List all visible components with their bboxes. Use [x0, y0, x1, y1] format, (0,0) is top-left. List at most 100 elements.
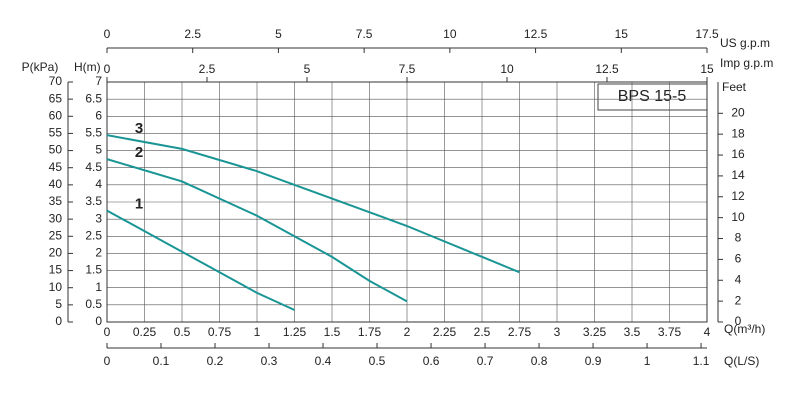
y-tick-label: 5: [95, 143, 102, 157]
tick-label: 25: [49, 228, 63, 242]
curve: [106, 134, 520, 274]
curve-label: 3: [135, 120, 143, 137]
y-tick-label: 5.5: [85, 126, 102, 140]
x-axis-label: Q(m³/h): [724, 322, 765, 336]
y-tick-label: 3.5: [85, 194, 102, 208]
tick-label: 12.5: [595, 62, 619, 76]
tick-label: 0.6: [423, 354, 440, 368]
axis-label: P(kPa): [22, 60, 59, 74]
x-tick-label: 3.25: [583, 325, 607, 339]
x-tick-label: 2.5: [474, 325, 491, 339]
x-tick-label: 3.75: [658, 325, 682, 339]
curve-label: 1: [135, 196, 143, 213]
tick-label: 40: [49, 177, 63, 191]
tick-label: 0.8: [531, 354, 548, 368]
chart-title: BPS 15-5: [618, 88, 687, 105]
tick-label: 10: [49, 280, 63, 294]
x-tick-label: 4: [704, 325, 711, 339]
y-axis-label: H(m): [74, 60, 101, 74]
x-tick-label: 0.25: [133, 325, 157, 339]
y-tick-label: 3: [95, 211, 102, 225]
x-tick-label: 2: [404, 325, 411, 339]
tick-label: 45: [49, 160, 63, 174]
x-tick-label: 2.75: [508, 325, 532, 339]
x-tick-label: 1: [254, 325, 261, 339]
tick-label: 1: [644, 354, 651, 368]
tick-label: 35: [49, 194, 63, 208]
tick-label: 7.5: [399, 62, 416, 76]
x-tick-label: 0.75: [208, 325, 232, 339]
tick-label: 70: [49, 74, 63, 88]
axis-label: US g.p.m: [720, 36, 770, 50]
tick-label: 55: [49, 126, 63, 140]
tick-label: 20: [49, 246, 63, 260]
tick-label: 10: [731, 210, 745, 224]
tick-label: 2: [735, 293, 742, 307]
tick-label: 30: [49, 211, 63, 225]
y-tick-label: 4: [95, 177, 102, 191]
y-tick-label: 2: [95, 246, 102, 260]
tick-label: 5: [55, 297, 62, 311]
tick-label: 0: [104, 62, 111, 76]
tick-label: 5: [275, 27, 282, 41]
tick-label: 12: [731, 189, 745, 203]
tick-label: 6: [735, 252, 742, 266]
axis-label: Imp g.p.m: [720, 56, 773, 70]
tick-label: 0: [104, 354, 111, 368]
tick-label: 17.5: [695, 27, 719, 41]
tick-label: 0.1: [153, 354, 170, 368]
tick-label: 0.9: [585, 354, 602, 368]
y-tick-label: 2.5: [85, 228, 102, 242]
tick-label: 20: [731, 105, 745, 119]
tick-label: 18: [731, 126, 745, 140]
y-tick-label: 6: [95, 108, 102, 122]
tick-label: 60: [49, 108, 63, 122]
tick-label: 2.5: [184, 27, 201, 41]
tick-label: 4: [735, 272, 742, 286]
title-box: [597, 83, 708, 111]
tick-label: 7.5: [356, 27, 373, 41]
tick-label: 0: [55, 314, 62, 328]
axis-label: Feet: [722, 80, 747, 94]
curve: [106, 158, 408, 303]
x-tick-label: 0: [104, 325, 111, 339]
curve: [106, 209, 295, 311]
tick-label: 0.4: [315, 354, 332, 368]
tick-label: 5: [304, 62, 311, 76]
tick-label: 50: [49, 143, 63, 157]
y-tick-label: 0.5: [85, 297, 102, 311]
tick-label: 0.5: [369, 354, 386, 368]
x-tick-label: 3.5: [624, 325, 641, 339]
tick-label: 2.5: [199, 62, 216, 76]
tick-label: 12.5: [524, 27, 548, 41]
y-tick-label: 7: [95, 74, 102, 88]
y-tick-label: 1: [95, 280, 102, 294]
curve-label: 2: [135, 144, 143, 161]
tick-label: 15: [700, 62, 714, 76]
y-tick-label: 0: [95, 314, 102, 328]
y-tick-label: 1.5: [85, 263, 102, 277]
tick-label: 0: [735, 314, 742, 328]
tick-label: 0: [104, 27, 111, 41]
tick-label: 14: [731, 168, 745, 182]
tick-label: 65: [49, 91, 63, 105]
tick-label: 1.1: [693, 354, 710, 368]
x-tick-label: 1.5: [324, 325, 341, 339]
x-tick-label: 1.75: [358, 325, 382, 339]
tick-label: 0.2: [207, 354, 224, 368]
x-tick-label: 1.25: [283, 325, 307, 339]
tick-label: 0.7: [477, 354, 494, 368]
tick-label: 15: [615, 27, 629, 41]
x-tick-label: 3: [554, 325, 561, 339]
tick-label: 0.3: [261, 354, 278, 368]
tick-label: 8: [735, 231, 742, 245]
tick-label: 16: [731, 147, 745, 161]
x-tick-label: 0.5: [174, 325, 191, 339]
y-tick-label: 4.5: [85, 160, 102, 174]
axis-label: Q(L/S): [724, 354, 759, 368]
y-tick-label: 6.5: [85, 91, 102, 105]
tick-label: 10: [500, 62, 514, 76]
tick-label: 15: [49, 263, 63, 277]
tick-label: 10: [443, 27, 457, 41]
